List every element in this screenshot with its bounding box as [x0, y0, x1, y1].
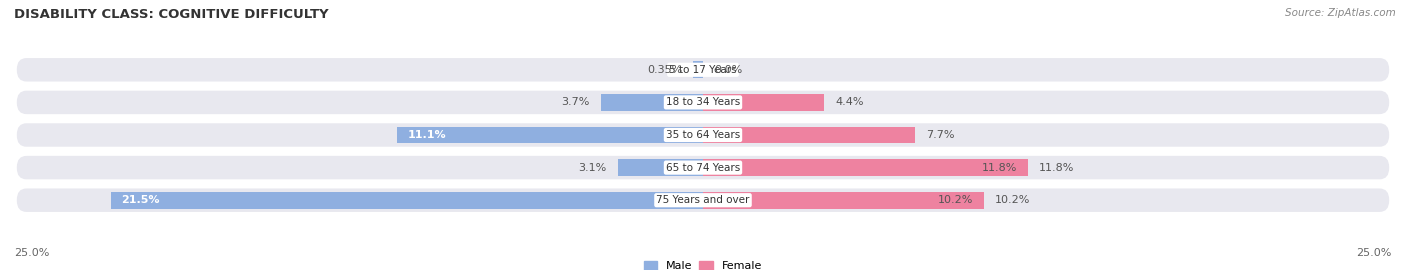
Text: 21.5%: 21.5%: [121, 195, 160, 205]
Text: 10.2%: 10.2%: [995, 195, 1031, 205]
Text: 18 to 34 Years: 18 to 34 Years: [666, 97, 740, 107]
Text: 7.7%: 7.7%: [927, 130, 955, 140]
Legend: Male, Female: Male, Female: [644, 261, 762, 270]
Text: 3.7%: 3.7%: [561, 97, 591, 107]
Text: 11.1%: 11.1%: [408, 130, 447, 140]
Text: 4.4%: 4.4%: [835, 97, 863, 107]
Bar: [600, 94, 703, 111]
Bar: [703, 192, 984, 209]
Text: 65 to 74 Years: 65 to 74 Years: [666, 163, 740, 173]
Bar: [396, 127, 703, 143]
Text: 3.1%: 3.1%: [578, 163, 606, 173]
FancyBboxPatch shape: [17, 58, 1389, 82]
Text: Source: ZipAtlas.com: Source: ZipAtlas.com: [1285, 8, 1396, 18]
Text: 10.2%: 10.2%: [938, 195, 973, 205]
FancyBboxPatch shape: [17, 188, 1389, 212]
Text: 5 to 17 Years: 5 to 17 Years: [669, 65, 737, 75]
Bar: [703, 127, 915, 143]
Bar: [617, 159, 703, 176]
FancyBboxPatch shape: [17, 156, 1389, 179]
Bar: [703, 94, 824, 111]
Text: 25.0%: 25.0%: [1357, 248, 1392, 258]
Text: 75 Years and over: 75 Years and over: [657, 195, 749, 205]
Text: 35 to 64 Years: 35 to 64 Years: [666, 130, 740, 140]
Text: 25.0%: 25.0%: [14, 248, 49, 258]
FancyBboxPatch shape: [17, 91, 1389, 114]
Text: DISABILITY CLASS: COGNITIVE DIFFICULTY: DISABILITY CLASS: COGNITIVE DIFFICULTY: [14, 8, 329, 21]
Bar: [703, 159, 1028, 176]
FancyBboxPatch shape: [17, 123, 1389, 147]
Text: 0.0%: 0.0%: [714, 65, 742, 75]
Bar: [693, 61, 703, 78]
Bar: [111, 192, 703, 209]
Text: 11.8%: 11.8%: [1039, 163, 1074, 173]
Text: 0.35%: 0.35%: [647, 65, 682, 75]
Text: 11.8%: 11.8%: [981, 163, 1017, 173]
